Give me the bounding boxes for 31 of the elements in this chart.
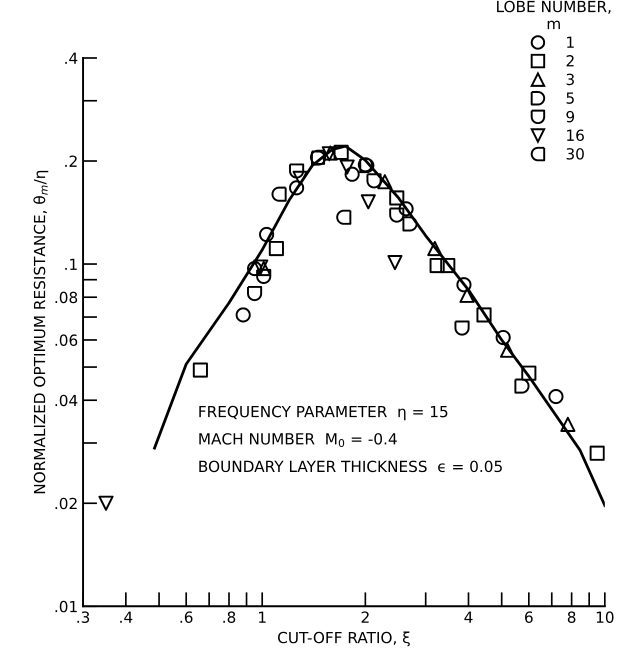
legend-label: 3 (566, 74, 574, 86)
annotation: FREQUENCY PARAMETER η = 15 (199, 406, 448, 420)
y-tick-label: .08 (56, 292, 78, 304)
legend-label: 9 (566, 110, 574, 122)
y-tick-label: .01 (56, 600, 77, 612)
x-tick-label: .4 (120, 612, 132, 623)
x-tick-label: 4 (464, 612, 472, 623)
x-tick-label: 6 (525, 611, 533, 623)
y-tick-label: .1 (65, 258, 77, 270)
annotation: MACH NUMBER M$_{0}$ = -0.4 (199, 433, 397, 448)
x-tick-label: .6 (180, 611, 193, 623)
annotation: BOUNDARY LAYER THICKNESS ϵ = 0.05 (199, 460, 502, 472)
x-tick-label: .3 (77, 611, 90, 623)
x-tick-label: .8 (223, 611, 236, 623)
legend-title: LOBE NUMBER, m (497, 0, 610, 30)
y-axis-title: NORMALIZED OPTIMUM RESISTANCE, θ$_{m}$/η (33, 170, 48, 494)
legend-label: 1 (567, 36, 574, 48)
legend-label: 30 (566, 148, 584, 160)
x-tick-label: 2 (362, 611, 369, 623)
y-tick-label: .02 (56, 498, 77, 510)
legend-label: 16 (567, 129, 584, 142)
x-axis-title: CUT-OFF RATIO, ξ (278, 631, 410, 646)
legend-label: 2 (566, 55, 574, 66)
x-tick-label: 1 (259, 612, 266, 623)
x-tick-label: 8 (568, 611, 576, 623)
y-tick-label: .04 (56, 394, 78, 406)
x-tick-label: 10 (596, 611, 614, 623)
y-tick-label: .4 (65, 52, 78, 64)
y-tick-label: .06 (56, 334, 78, 346)
y-tick-label: .2 (65, 155, 77, 167)
legend-label: 5 (566, 92, 574, 104)
